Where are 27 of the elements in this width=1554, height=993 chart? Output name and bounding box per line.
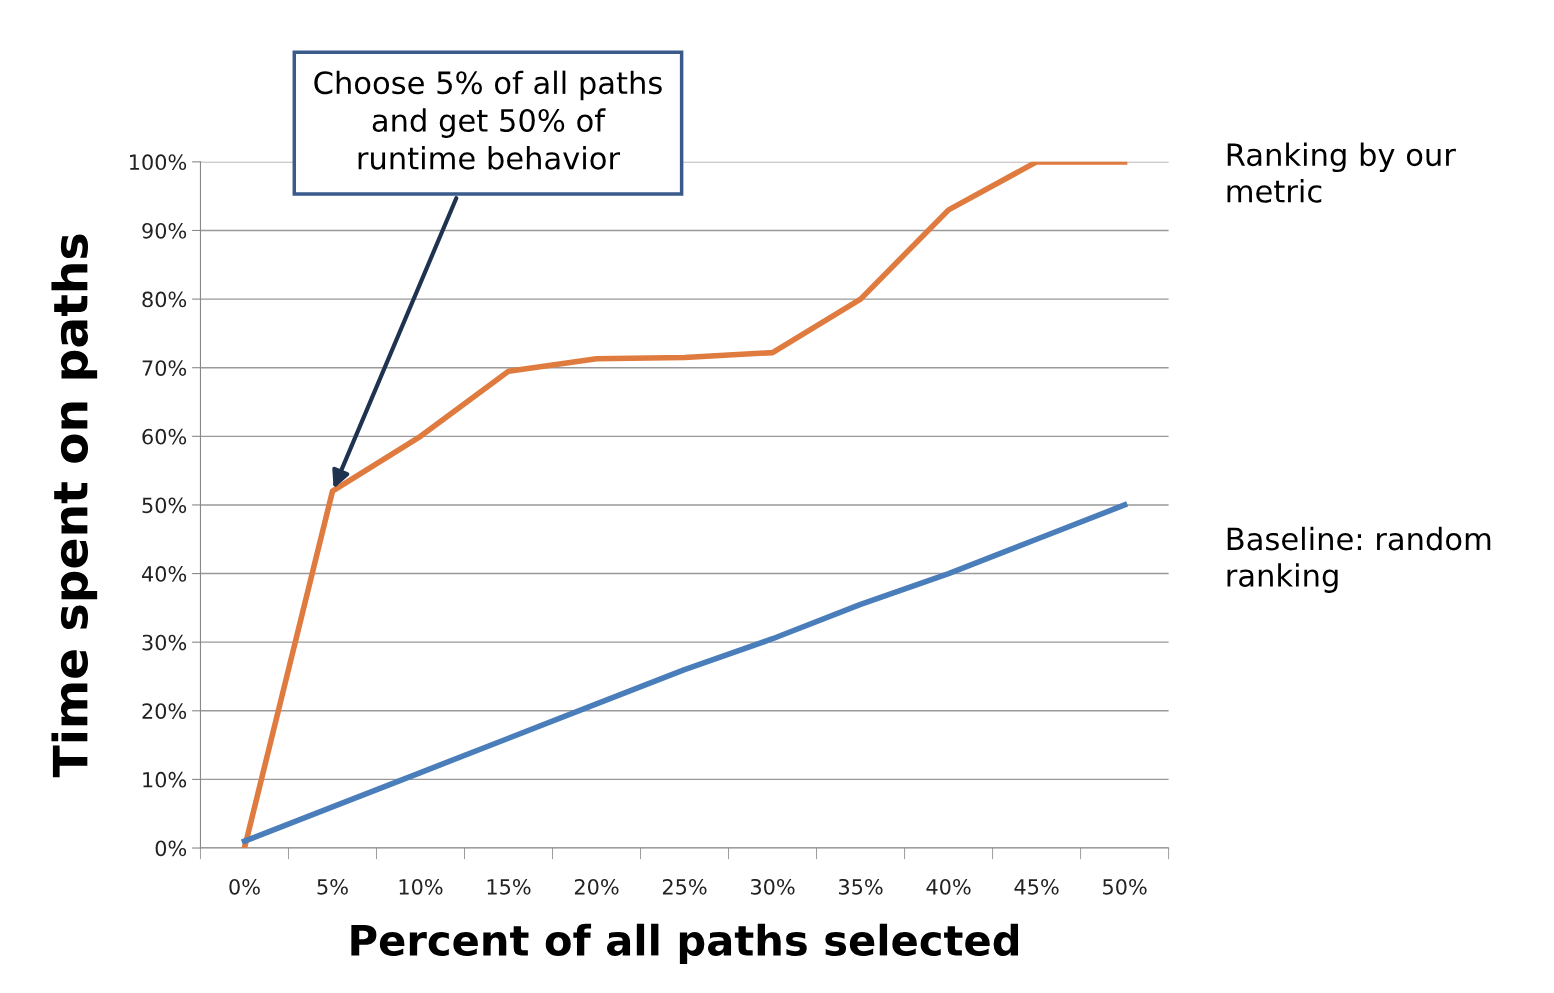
y-tick-label: 0% (155, 840, 187, 857)
y-tick-label: 80% (142, 291, 187, 308)
y-tick-label: 10% (143, 771, 187, 788)
y-tick-label: 90% (142, 222, 187, 239)
x-tick-label: 5% (317, 878, 348, 895)
x-tick-label: 30% (750, 878, 795, 895)
x-tick-label: 50% (1103, 878, 1147, 895)
x-tick-label: 20% (574, 878, 619, 895)
x-tick-label: 35% (839, 878, 883, 895)
x-tick-label: 10% (399, 878, 443, 895)
y-tick-label: 60% (142, 428, 187, 445)
y-tick-label: 100% (130, 154, 187, 171)
x-axis-title: Percent of all paths selected (351, 923, 1019, 965)
x-tick-label: 25% (662, 878, 707, 895)
text: Baseline: random ranking (1227, 526, 1491, 593)
y-tick-label: 70% (142, 360, 187, 376)
y-tick-label: 20% (142, 703, 187, 719)
text: Ranking by our metric (1227, 142, 1456, 203)
y-tick-label: 40% (141, 566, 187, 582)
y-axis-title: Time spent on paths (51, 234, 98, 778)
x-tick-label: 0% (229, 878, 260, 895)
x-tick-label: 40% (926, 878, 971, 895)
x-tick-label: 15% (487, 878, 531, 895)
x-tick-label: 45% (1014, 878, 1059, 895)
y-tick-label: 30% (142, 634, 187, 651)
y-tick-label: 50% (142, 497, 187, 514)
annotation: Choose 5% of all paths and get 50% of runtime behavior (314, 70, 662, 170)
